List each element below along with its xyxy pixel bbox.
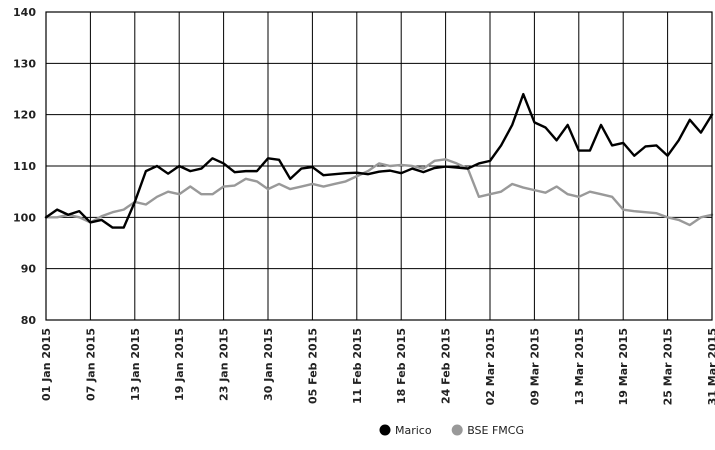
y-tick-label: 90 xyxy=(21,263,37,276)
y-tick-label: 130 xyxy=(13,57,36,70)
y-tick-label: 120 xyxy=(13,109,36,122)
series-lines xyxy=(44,92,714,229)
x-tick-label: 19 Jan 2015 xyxy=(173,328,186,401)
legend: Marico BSE FMCG xyxy=(379,424,524,437)
x-tick-label: 25 Mar 2015 xyxy=(662,328,675,405)
x-tick-label: 19 Mar 2015 xyxy=(617,328,630,405)
x-tick-label: 30 Jan 2015 xyxy=(262,328,275,401)
x-tick-label: 13 Jan 2015 xyxy=(129,328,142,401)
x-tick-label: 31 Mar 2015 xyxy=(706,328,715,405)
legend-label-marico: Marico xyxy=(395,424,432,437)
y-tick-label: 80 xyxy=(21,314,37,327)
x-tick-label: 13 Mar 2015 xyxy=(573,328,586,405)
series-line-bse-fmcg xyxy=(44,158,714,227)
y-tick-label: 140 xyxy=(13,6,36,19)
x-tick-label: 05 Feb 2015 xyxy=(306,328,319,404)
series-line-marico xyxy=(44,92,714,229)
legend-marker-marico xyxy=(379,424,391,436)
x-tick-label: 02 Mar 2015 xyxy=(484,328,497,405)
y-axis-tick-labels: 80 90 100 110 120 130 140 xyxy=(13,6,36,327)
x-axis-tick-labels: 01 Jan 2015 07 Jan 2015 13 Jan 2015 19 Jan … xyxy=(40,328,715,405)
x-tick-label: 07 Jan 2015 xyxy=(84,328,97,401)
x-tick-label: 23 Jan 2015 xyxy=(218,328,231,401)
x-tick-label: 11 Feb 2015 xyxy=(351,328,364,404)
plot-border xyxy=(45,11,713,321)
y-tick-label: 100 xyxy=(13,211,36,224)
y-tick-label: 110 xyxy=(13,160,36,173)
x-tick-label: 24 Feb 2015 xyxy=(440,328,453,404)
legend-marker-bse-fmcg xyxy=(451,424,463,436)
x-tick-label: 09 Mar 2015 xyxy=(528,328,541,405)
x-tick-label: 18 Feb 2015 xyxy=(395,328,408,404)
x-tick-label: 01 Jan 2015 xyxy=(40,328,53,401)
legend-label-bse-fmcg: BSE FMCG xyxy=(467,424,524,437)
